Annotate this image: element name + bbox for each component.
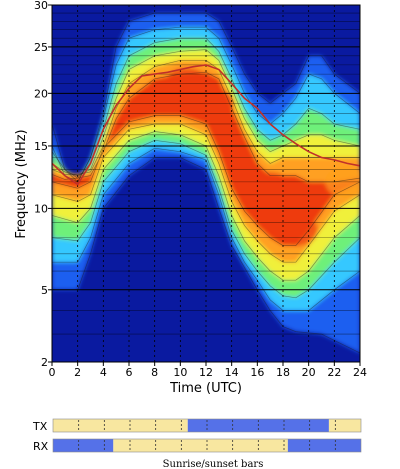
y-tick-label: 5 xyxy=(41,284,48,297)
x-tick-label: 18 xyxy=(276,366,290,379)
heat-hotspot-4 xyxy=(273,214,318,247)
x-tick-label: 4 xyxy=(100,366,107,379)
x-tick-label: 20 xyxy=(302,366,316,379)
heat-hotspot-3 xyxy=(248,172,293,205)
contour-line-3 xyxy=(52,37,360,299)
rx-bar-segment-night xyxy=(53,439,114,452)
muf-layer xyxy=(52,64,360,186)
muf-line xyxy=(52,64,360,186)
x-tick-label: 12 xyxy=(199,366,213,379)
tx-label: TX xyxy=(32,420,48,433)
x-tick-label: 8 xyxy=(151,366,158,379)
y-tick-label: 10 xyxy=(34,202,48,215)
rx-label: RX xyxy=(33,440,49,453)
y-axis-label: Frequency (MHz) xyxy=(14,129,29,238)
x-tick-label: 16 xyxy=(250,366,264,379)
x-tick-label: 10 xyxy=(173,366,187,379)
contour-line-4 xyxy=(52,49,360,281)
heatmap-layer xyxy=(52,5,360,362)
contour-line-6 xyxy=(52,71,360,246)
x-tick-label: 14 xyxy=(225,366,239,379)
tx-bar-segment-day xyxy=(53,419,188,432)
y-tick-label: 2 xyxy=(41,356,48,369)
bars-caption: Sunrise/sunset bars xyxy=(163,459,264,469)
rx-bar-segment-night xyxy=(287,439,361,452)
rx-daylight-bar xyxy=(52,438,362,453)
y-tick-label: 25 xyxy=(34,41,48,54)
x-tick-label: 6 xyxy=(126,366,133,379)
x-tick-label: 22 xyxy=(327,366,341,379)
x-tick-label: 0 xyxy=(49,366,56,379)
y-tick-label: 20 xyxy=(34,87,48,100)
tx-bar-outline xyxy=(52,418,362,433)
rx-bar-outline xyxy=(52,438,362,453)
y-tick-label: 15 xyxy=(34,140,48,153)
tx-daylight-bar xyxy=(52,418,362,433)
rx-bar-segment-day xyxy=(113,439,288,452)
grid-layer xyxy=(52,5,360,362)
y-tick-label: 30 xyxy=(34,0,48,12)
tx-bar-segment-day xyxy=(328,419,361,432)
x-tick-label: 2 xyxy=(74,366,81,379)
x-axis-label: Time (UTC) xyxy=(169,381,242,396)
x-tick-label: 24 xyxy=(353,366,367,379)
